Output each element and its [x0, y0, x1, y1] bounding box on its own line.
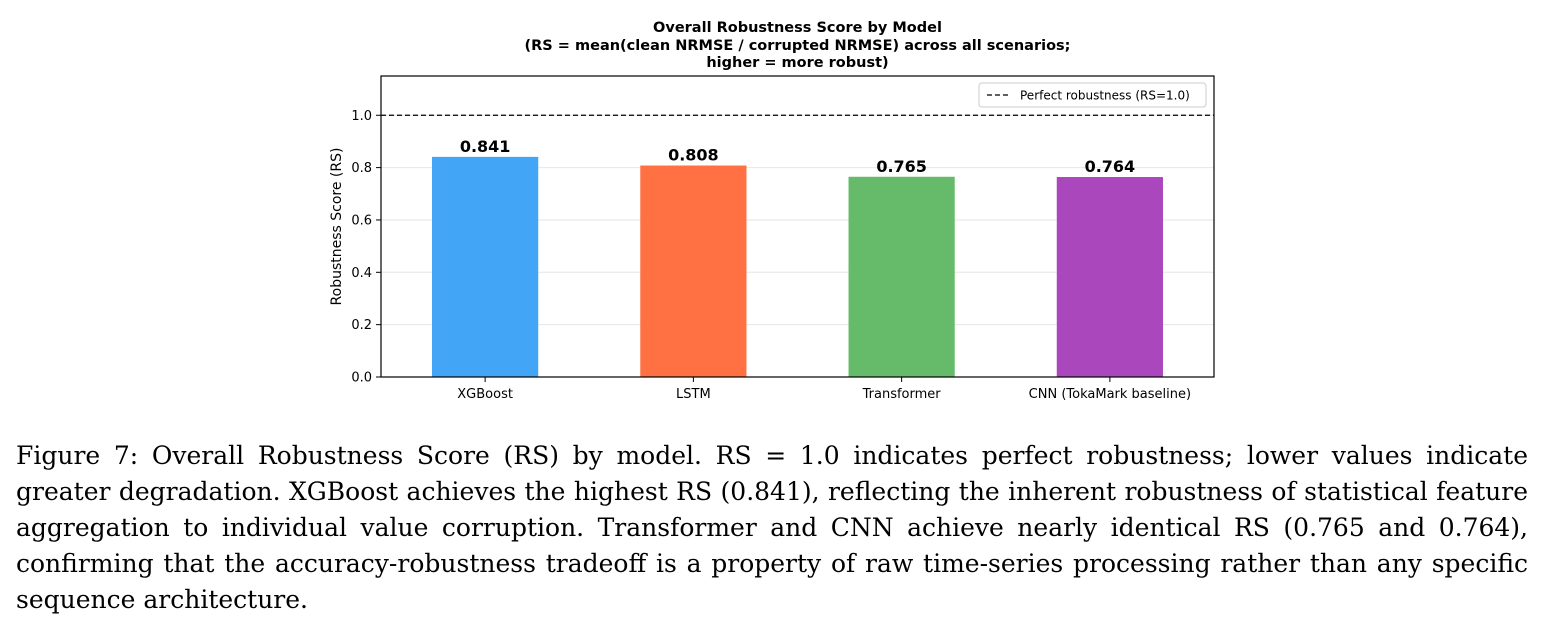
chart-title: Overall Robustness Score by Model (RS = m… [525, 20, 1071, 71]
chart-title-line-3: higher = more robust) [706, 55, 888, 71]
y-tick-label: 0.6 [351, 213, 372, 228]
value-label-2: 0.808 [668, 146, 719, 165]
bars [432, 156, 1163, 377]
y-tick-label: 0.4 [351, 266, 372, 281]
figure-caption: Figure 7: Overall Robustness Score (RS) … [16, 441, 1528, 614]
x-tick-label-2: LSTM [676, 387, 711, 402]
x-tick-label-1: XGBoost [457, 387, 513, 402]
y-tick-label: 0.2 [351, 318, 372, 333]
value-label-1: 0.841 [460, 137, 511, 156]
chart-title-line-2: (RS = mean(clean NRMSE / corrupted NRMSE… [525, 38, 1071, 54]
legend: Perfect robustness (RS=1.0) [978, 82, 1207, 108]
value-label-3: 0.765 [876, 157, 927, 176]
chart-title-line-1: Overall Robustness Score by Model [653, 20, 942, 36]
y-axis-label: Robustness Score (RS) [329, 148, 345, 306]
y-tick-label: 0.8 [351, 161, 372, 176]
legend-box [978, 82, 1207, 108]
y-axis-ticks: 0.0 0.2 0.4 0.6 0.8 1.0 [351, 109, 381, 386]
y-tick-label: 0.0 [351, 371, 372, 386]
x-tick-label-3: Transformer [862, 387, 942, 402]
bar-2 [640, 165, 747, 377]
plot-frame [380, 75, 1215, 378]
legend-label: Perfect robustness (RS=1.0) [1020, 89, 1190, 103]
y-tick-label: 1.0 [351, 109, 372, 124]
bar-4 [1056, 177, 1163, 377]
bar-chart: Overall Robustness Score by Model (RS = m… [329, 20, 1215, 402]
bar-1 [432, 156, 539, 377]
bar-3 [848, 176, 955, 377]
value-labels: 0.841 0.808 0.765 0.764 [460, 137, 1135, 176]
x-axis-ticks: XGBoost LSTM Transformer CNN (TokaMark base… [457, 377, 1191, 402]
value-label-4: 0.764 [1085, 157, 1136, 176]
x-tick-label-4: CNN (TokaMark baseline) [1029, 387, 1191, 402]
